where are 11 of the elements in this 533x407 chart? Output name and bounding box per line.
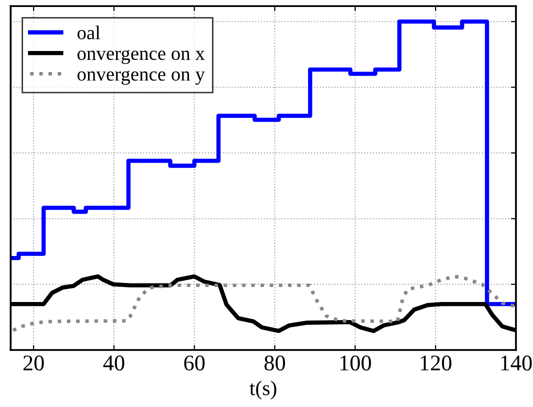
x-axis-title: t(s) [250, 380, 276, 400]
x-tick-label: 60 [184, 356, 205, 371]
x-tick-label: 80 [264, 356, 286, 371]
x-tick-label: 40 [103, 356, 124, 371]
legend-label: oal [78, 26, 100, 40]
legend-label: onvergence on y [78, 70, 205, 85]
x-tick-label: 100 [340, 356, 371, 371]
x-tick-label: 140 [501, 356, 532, 371]
x-tick-label: 20 [23, 356, 44, 371]
x-tick-label: 120 [420, 356, 452, 371]
legend-label: onvergence on x [78, 50, 205, 64]
